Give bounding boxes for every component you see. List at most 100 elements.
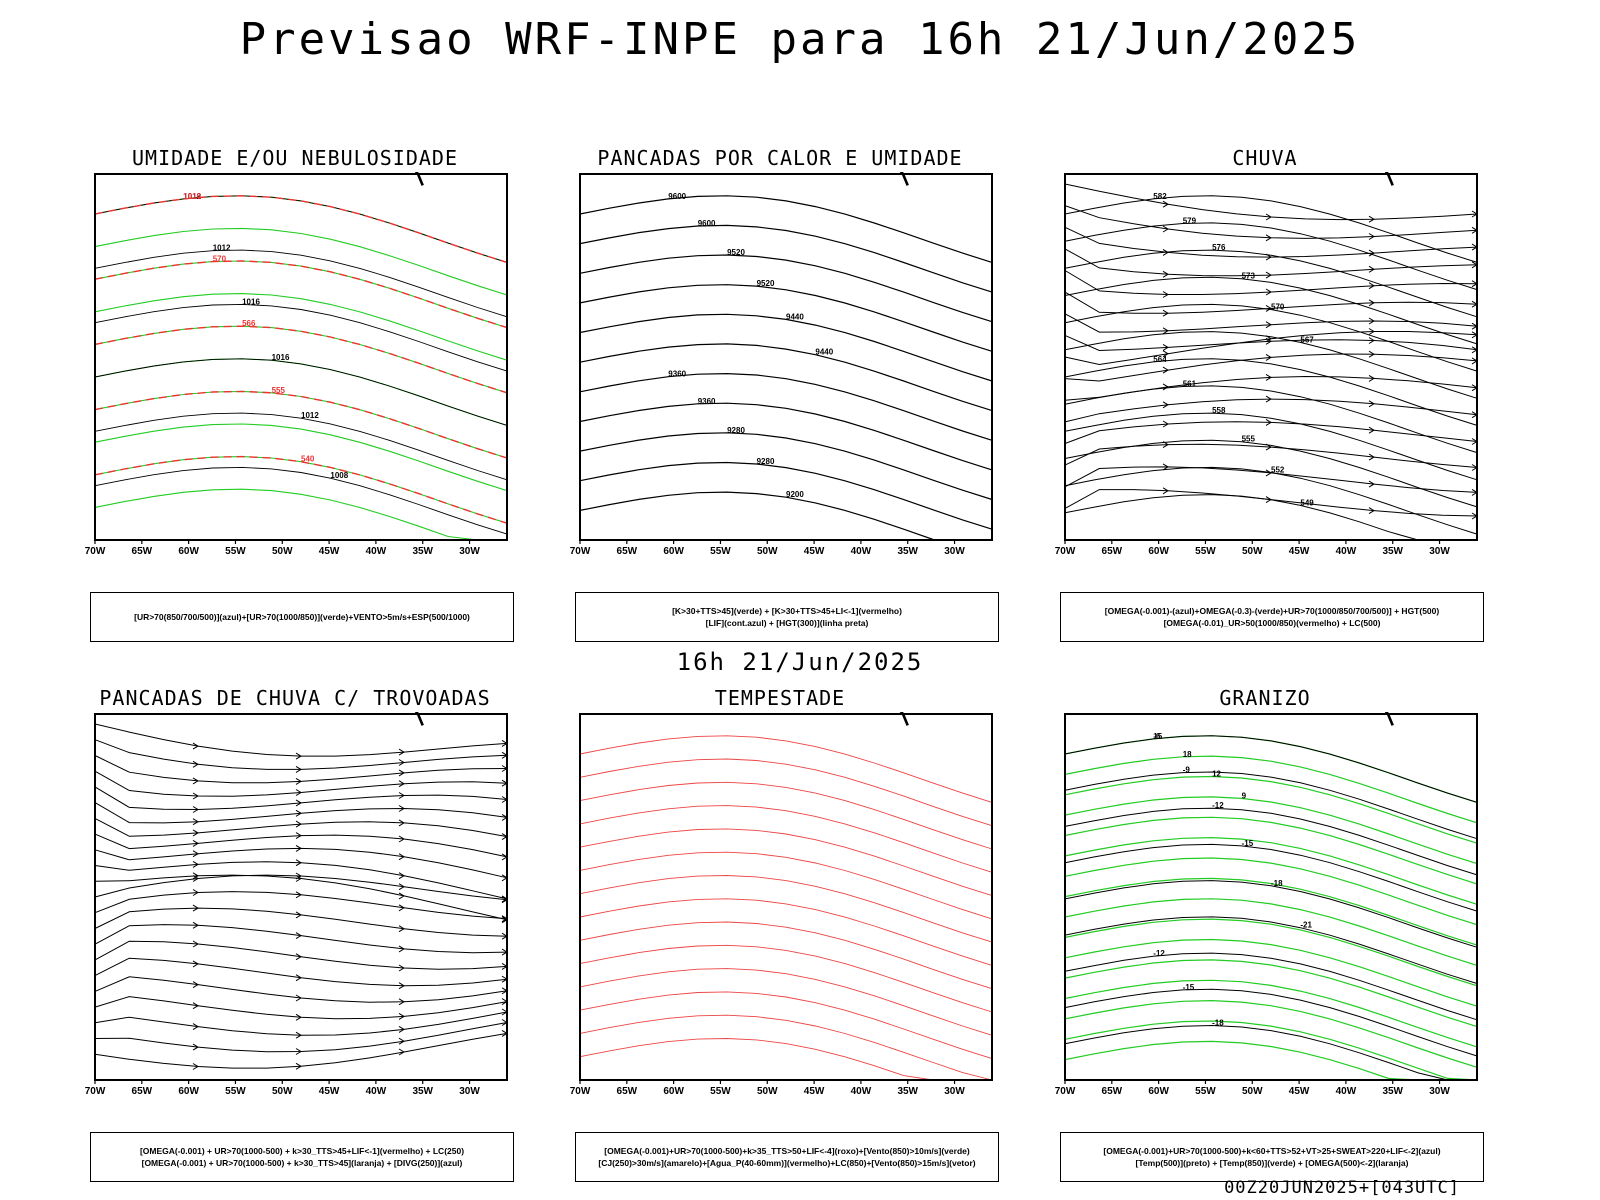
streamline-arrow [1162, 366, 1169, 374]
contour-label: 540 [301, 455, 315, 464]
streamline-arrow [398, 945, 405, 953]
lon-label: 35W [1382, 1086, 1403, 1097]
contour-label: 9360 [668, 370, 686, 379]
streamline-arrow [192, 940, 199, 948]
streamline-arrow [1265, 213, 1272, 221]
contour-label: 555 [1242, 435, 1256, 444]
streamline-arrow [1368, 374, 1375, 382]
data-layer: 15 18 12 9 -6 -9 -12 -15 -18 -21 -12 -15 -18 [1064, 732, 1478, 1081]
contour-line [1064, 898, 1478, 966]
legend-line: [OMEGA(-0.001)+UR>70(1000-500)+k>35_TTS>… [604, 1146, 970, 1156]
contour-label: 566 [242, 319, 256, 328]
streamline-arrow [295, 789, 302, 796]
map-base [580, 174, 992, 540]
streamline-arrow [398, 1037, 405, 1045]
streamline-arrow [1162, 420, 1169, 428]
map-granizo: 1518129-6-9-12-15-18-21-12-15-1812S15S18… [1055, 712, 1478, 1097]
map-border [94, 173, 508, 541]
streamline-arrow [1162, 327, 1169, 335]
contour-label: 9280 [757, 457, 775, 466]
streamline-arrow [1368, 400, 1375, 408]
streamline-arrow [398, 1048, 405, 1056]
contour-line [579, 968, 993, 1036]
contour-line [579, 432, 993, 501]
panel-title: PANCADAS POR CALOR E UMIDADE [597, 146, 963, 170]
legend-line: [Temp(500)](preto) + [Temp(850)](verde) … [1135, 1158, 1409, 1168]
streamline-arrow [295, 891, 302, 899]
map-base [580, 714, 992, 1080]
panel-umidade: UMIDADE E/OU NEBULOSIDADE 1012 1012 1016 10… [50, 146, 540, 646]
contour-line [579, 1014, 993, 1081]
contour-line [1064, 836, 1478, 905]
streamline-arrow [295, 765, 302, 773]
contour-label: 9520 [757, 279, 775, 288]
streamline-arrow [295, 1062, 302, 1070]
map-pancadas-calor: 9600 9600 9520 9520 9440 9440 9360 9360 9280 9280… [570, 172, 993, 557]
streamline-arrow [1368, 249, 1375, 257]
legend-line: [OMEGA(-0.01)_UR>50(1000/850)(vermelho) … [1163, 618, 1381, 628]
legend-box: [OMEGA(-0.001)+UR>70(1000-500)+k<60+TTS>… [1060, 1132, 1484, 1182]
contour-line [1064, 938, 1478, 1007]
lon-label: 40W [366, 546, 387, 557]
contour-label: 1016 [272, 353, 290, 362]
contour-label: 549 [1300, 498, 1314, 507]
streamline-arrow [1162, 350, 1169, 358]
streamline-arrow [1162, 270, 1169, 278]
contour-line [1064, 195, 1478, 263]
contour-label: 12 [1212, 770, 1221, 779]
panel-chuva: CHUVA 582 579 576 573 570 567 564 561 558 555 552 5… [1020, 146, 1510, 646]
contour-line [579, 491, 992, 541]
streamline-arrow [1162, 200, 1169, 208]
contour-label: 570 [1271, 303, 1285, 312]
streamline-arrow [295, 752, 302, 760]
map-background [580, 714, 992, 1080]
contour-label: 9600 [698, 219, 716, 228]
streamline-arrow [192, 904, 199, 912]
panel-title: CHUVA [1232, 146, 1298, 170]
contour-line [94, 390, 508, 459]
streamline-arrow [1162, 291, 1169, 298]
contour-line [1064, 916, 1478, 984]
streamline-arrow [1265, 304, 1272, 312]
streamline-arrow [1368, 350, 1375, 358]
streamline-arrow [398, 964, 405, 972]
streamline-arrow [398, 819, 405, 827]
streamline-arrow [1368, 426, 1375, 434]
streamline-arrow [1368, 282, 1375, 290]
contour-line [94, 325, 508, 394]
contour-label: 1012 [301, 411, 319, 420]
contour-label: -15 [1242, 839, 1254, 848]
lon-label: 45W [319, 546, 340, 557]
map-background [1065, 714, 1477, 1080]
streamline-arrow [398, 1025, 405, 1033]
lon-label: 50W [757, 546, 778, 557]
streamline-arrow [295, 809, 302, 817]
lon-label: 60W [663, 1086, 684, 1097]
map-border [94, 713, 508, 1081]
legend-line: [LIF](cont.azul) + [HGT(300)](linha pret… [705, 618, 869, 628]
contour-line [1064, 959, 1478, 1028]
data-layer [579, 735, 993, 1081]
contour-line [1064, 979, 1478, 1048]
lon-label: 65W [132, 546, 153, 557]
lon-label: 30W [1429, 1086, 1450, 1097]
map-base [1065, 714, 1477, 1080]
lon-label: 65W [1102, 546, 1123, 557]
contour-label: 9280 [727, 426, 745, 435]
streamline-arrow [398, 748, 405, 756]
streamline-arrow [192, 829, 199, 837]
map-border [1064, 173, 1478, 541]
contour-line [1064, 412, 1478, 481]
panel-granizo: GRANIZO 15 18 12 9 -6 -9 -12 -15 -18 -21 -12 -15 -18… [1020, 686, 1510, 1186]
legend-box: [OMEGA(-0.001)-(azul)+OMEGA(-0.3)-(verde… [1060, 592, 1484, 642]
lon-label: 45W [1289, 546, 1310, 557]
data-layer: 9600 9600 9520 9520 9440 9440 9360 9360 9280 9280… [579, 192, 993, 541]
streamline-arrow [295, 1048, 302, 1055]
contour-line [1064, 880, 1478, 948]
streamline-arrow [192, 960, 199, 968]
legend-box: [OMEGA(-0.001) + UR>70(1000-500) + k>30_… [90, 1132, 514, 1182]
contour-label: 9440 [786, 312, 804, 321]
lon-label: 45W [1289, 1086, 1310, 1097]
streamline-arrow [398, 769, 405, 777]
lon-label: 50W [1242, 546, 1263, 557]
